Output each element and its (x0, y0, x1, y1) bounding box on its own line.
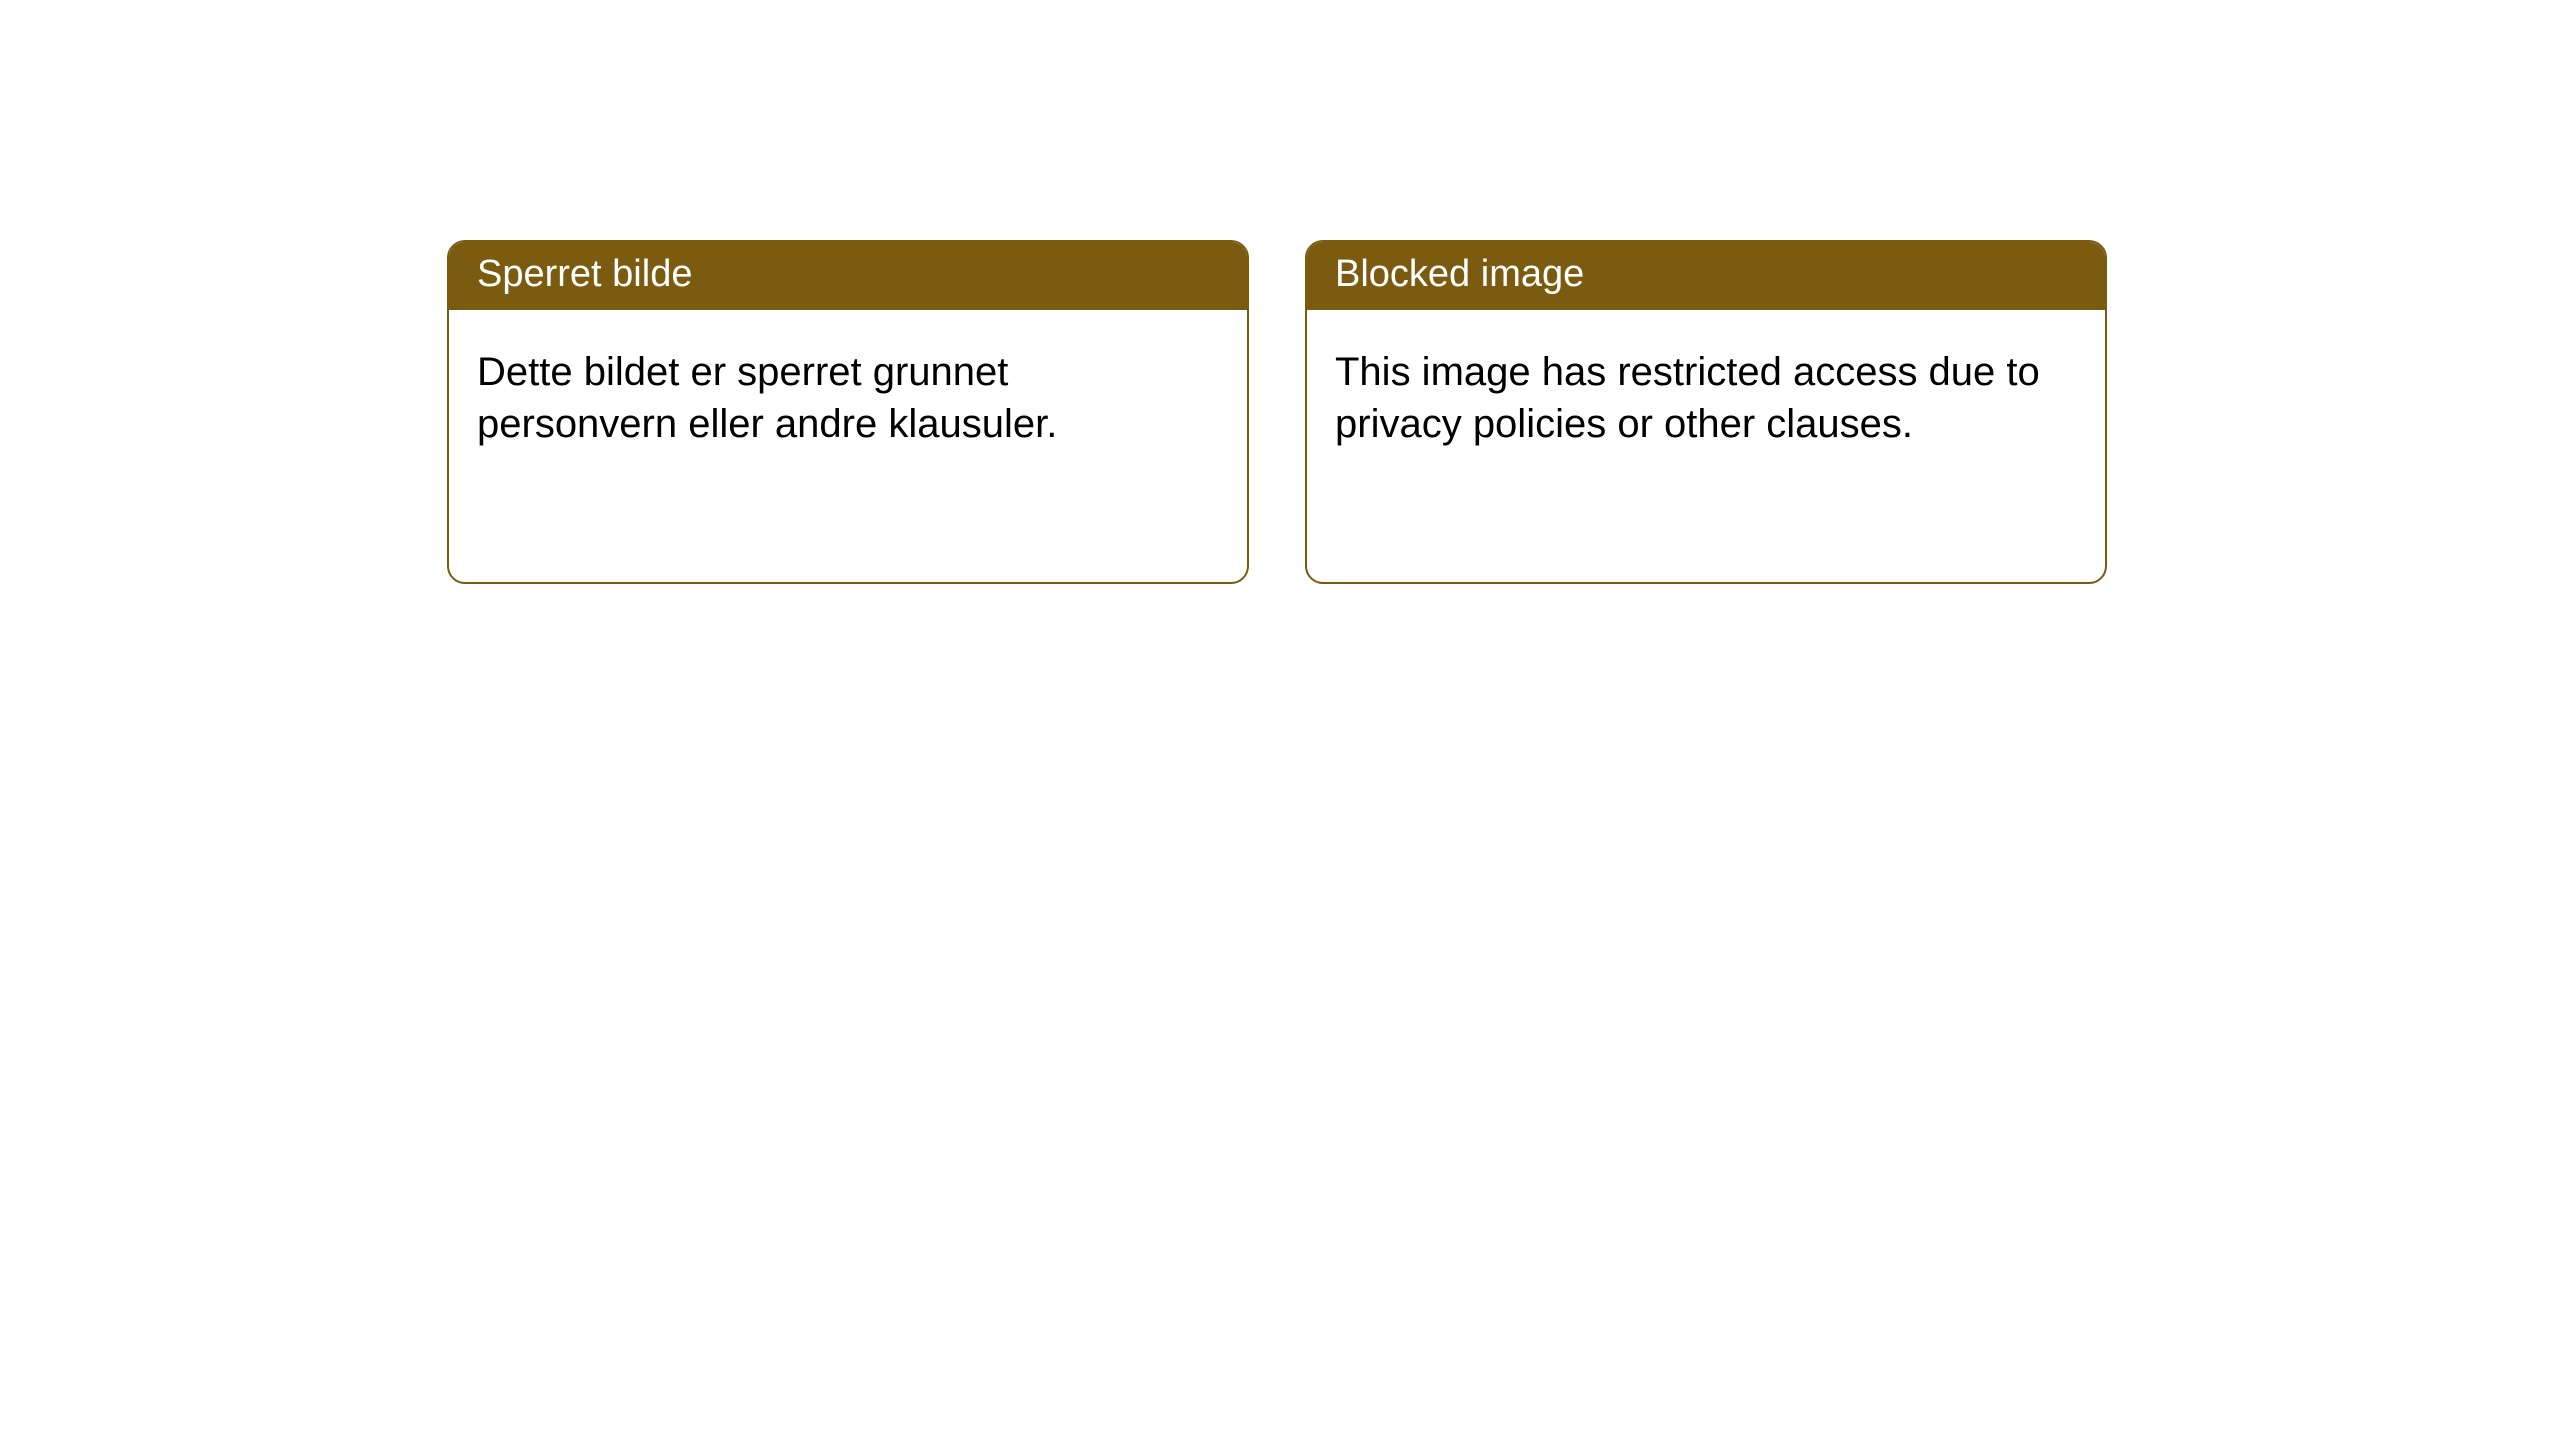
notice-card-english: Blocked image This image has restricted … (1305, 240, 2107, 584)
notice-card-norwegian: Sperret bilde Dette bildet er sperret gr… (447, 240, 1249, 584)
card-title: Blocked image (1307, 242, 2105, 310)
card-body-text: This image has restricted access due to … (1307, 310, 2105, 582)
notice-cards-container: Sperret bilde Dette bildet er sperret gr… (447, 240, 2107, 584)
card-title: Sperret bilde (449, 242, 1247, 310)
card-body-text: Dette bildet er sperret grunnet personve… (449, 310, 1247, 582)
